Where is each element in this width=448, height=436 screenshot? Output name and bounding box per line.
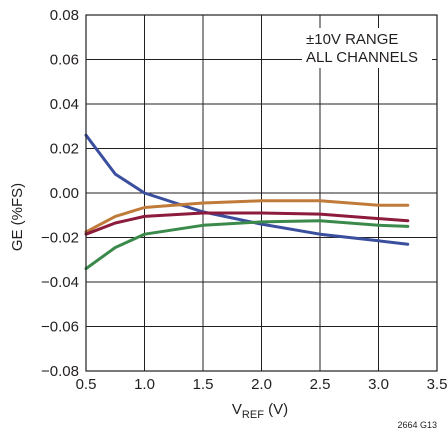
- y-tick-label: 0.02: [50, 141, 79, 158]
- y-tick-label: −0.08: [41, 363, 79, 380]
- y-tick-label: 0.06: [50, 52, 79, 69]
- x-tick-label: 3.0: [368, 376, 389, 393]
- x-axis-title: VREF (V): [232, 401, 288, 421]
- y-tick-label: −0.06: [41, 319, 79, 336]
- series-line-4: [84, 219, 410, 271]
- series-line-1: [84, 133, 410, 246]
- y-tick-label: 0.00: [50, 185, 79, 202]
- annotation-background: [302, 28, 432, 68]
- y-axis-title: GE (%FS): [9, 183, 26, 251]
- x-tick-label: 1.0: [134, 376, 155, 393]
- y-tick-labels: 0.08 0.06 0.04 0.02 0.00 −0.02 −0.04 −0.06 −0.08: [41, 7, 79, 380]
- figure-id: 2664 G13: [397, 420, 437, 430]
- series-line-3: [84, 211, 410, 236]
- x-axis-title-subscript: REF: [242, 409, 264, 421]
- x-tick-label: 2.0: [251, 376, 272, 393]
- y-tick-label: 0.04: [50, 96, 79, 113]
- x-tick-label: 0.5: [76, 376, 97, 393]
- x-tick-label: 3.5: [427, 376, 448, 393]
- x-tick-labels: 0.5 1.0 1.5 2.0 2.5 3.0 3.5: [76, 376, 448, 393]
- x-tick-label: 1.5: [193, 376, 214, 393]
- x-tick-label: 2.5: [310, 376, 331, 393]
- grid-lines: [85, 14, 438, 372]
- plot-frame: [85, 14, 438, 372]
- series-lines: [84, 133, 410, 271]
- annotation-channels: ALL CHANNELS: [306, 49, 418, 66]
- series-line-2: [84, 199, 410, 234]
- x-axis-title-main: V: [232, 401, 242, 418]
- x-axis-title-unit: (V): [264, 401, 288, 418]
- y-tick-label: 0.08: [50, 7, 79, 24]
- annotation-range: ±10V RANGE: [306, 31, 398, 48]
- y-tick-label: −0.04: [41, 274, 79, 291]
- y-tick-label: −0.02: [41, 230, 79, 247]
